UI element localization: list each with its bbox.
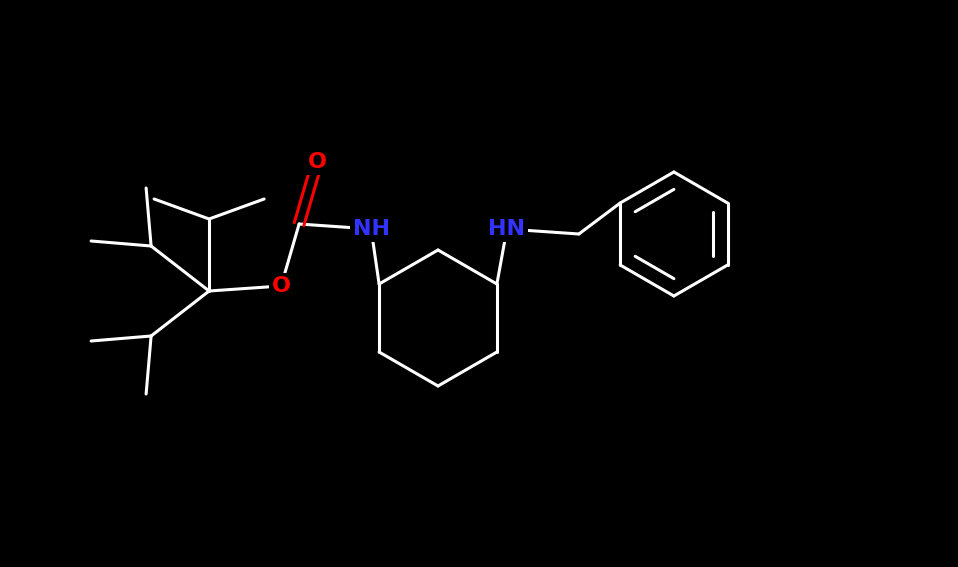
Text: HN: HN bbox=[489, 219, 525, 239]
Text: O: O bbox=[272, 276, 290, 296]
Text: NH: NH bbox=[353, 219, 390, 239]
Text: O: O bbox=[308, 152, 327, 172]
